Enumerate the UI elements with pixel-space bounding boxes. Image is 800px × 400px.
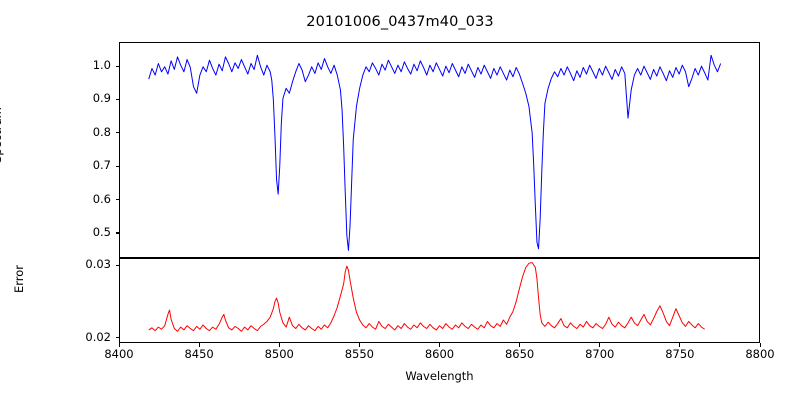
- spectrum-y-ticklabel: 0.6: [92, 191, 111, 206]
- spectrum-y-ticklabel: 0.5: [92, 224, 111, 239]
- error-y-axis-label: Error: [12, 264, 26, 294]
- x-ticklabel: 8650: [504, 347, 535, 361]
- spectrum-y-tickmark: [115, 232, 119, 234]
- error-x-tickmark: [679, 343, 681, 347]
- x-ticklabel: 8700: [585, 347, 615, 361]
- x-ticklabel: 8400: [104, 347, 134, 361]
- x-axis-label: Wavelength: [405, 369, 474, 383]
- error-x-tickmark: [599, 343, 601, 347]
- spectrum-y-tickmark: [115, 165, 119, 167]
- error-y-ticklabel: 0.02: [85, 329, 111, 344]
- spectrum-y-ticklabel: 0.8: [92, 124, 111, 139]
- x-ticklabel: 8750: [665, 347, 695, 361]
- error-series-path: [148, 262, 705, 332]
- spectrum-y-tickmark: [115, 98, 119, 100]
- error-x-tickmark: [278, 343, 280, 347]
- x-ticklabel: 8500: [264, 347, 294, 361]
- error-panel: [119, 258, 760, 343]
- figure-title: 20101006_0437m40_033: [306, 14, 494, 30]
- x-ticklabel: 8800: [745, 347, 775, 361]
- error-y-ticklabel: 0.03: [85, 257, 111, 272]
- spectrum-series-path: [148, 54, 722, 251]
- x-ticklabel: 8450: [184, 347, 214, 361]
- error-x-tickmark: [759, 343, 761, 347]
- error-x-tickmark: [118, 343, 120, 347]
- error-x-tickmark: [519, 343, 521, 347]
- error-y-tickmark: [115, 337, 119, 339]
- error-x-tickmark: [198, 343, 200, 347]
- spectrum-y-axis-label: Spectrum: [0, 107, 4, 163]
- error-line-plot: [148, 262, 705, 332]
- spectrum-y-tickmark: [115, 132, 119, 134]
- spectrum-y-ticklabel: 0.7: [92, 158, 111, 173]
- x-ticklabel: 8550: [344, 347, 375, 361]
- spectrum-y-ticklabel: 1.0: [92, 58, 111, 73]
- spectrum-y-ticklabel: 0.9: [92, 91, 111, 106]
- spectrum-y-tickmark: [115, 65, 119, 67]
- error-y-tickmark: [115, 264, 119, 266]
- error-x-tickmark: [358, 343, 360, 347]
- spectrum-y-tickmark: [115, 199, 119, 201]
- spectrum-panel: [119, 42, 760, 258]
- x-ticklabel: 8600: [424, 347, 455, 361]
- error-x-tickmark: [439, 343, 441, 347]
- spectrum-line-plot: [148, 54, 722, 251]
